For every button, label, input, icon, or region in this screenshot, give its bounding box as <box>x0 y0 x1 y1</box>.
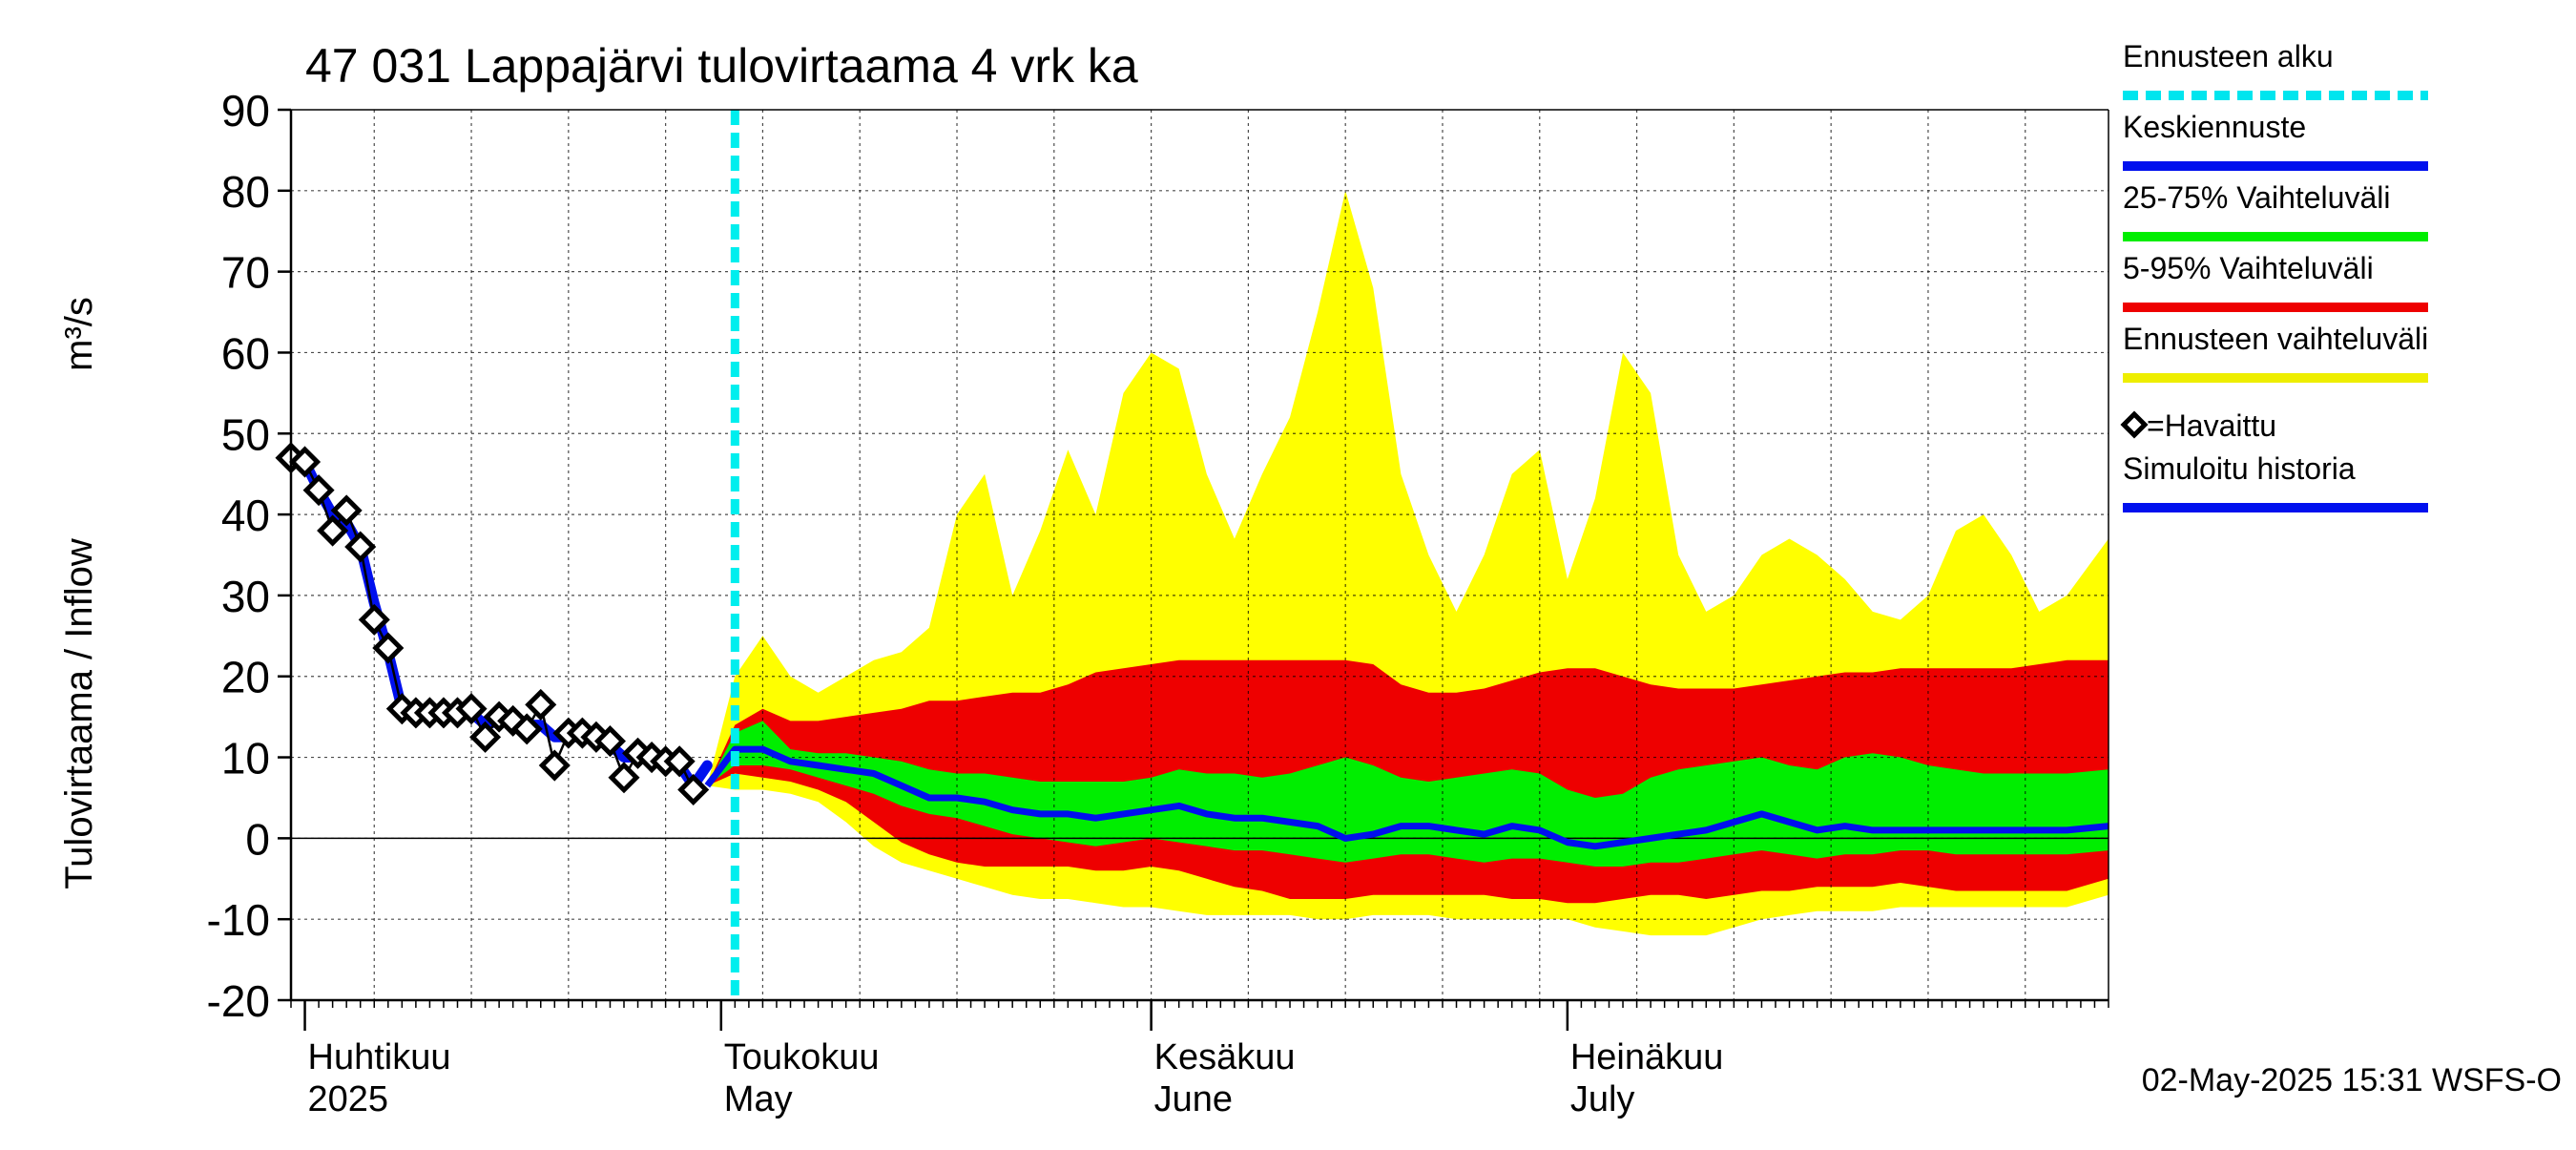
observed-point <box>344 531 377 563</box>
y-tick-label: 30 <box>221 572 270 621</box>
y-tick-label: 60 <box>221 328 270 378</box>
chart-title: 47 031 Lappajärvi tulovirtaama 4 vrk ka <box>305 39 1138 93</box>
legend: Ennusteen alku Keskiennuste 25-75% Vaihtel… <box>2120 39 2428 512</box>
legend-label: 5-95% Vaihteluväli <box>2123 251 2374 285</box>
legend-label: Ennusteen vaihteluväli <box>2123 322 2428 356</box>
legend-label: =Havaittu <box>2147 408 2276 443</box>
observed-point <box>510 713 543 745</box>
footer-timestamp: 02-May-2025 15:31 WSFS-O <box>2142 1062 2562 1098</box>
observed-point <box>358 603 390 636</box>
observed-point <box>455 693 488 725</box>
y-tick-label: 20 <box>221 653 270 702</box>
x-month-label-en: July <box>1570 1079 1635 1119</box>
forecast-bands <box>707 190 2109 936</box>
observed-point <box>663 745 696 778</box>
x-month-label-en: June <box>1154 1079 1233 1119</box>
observed-point <box>525 688 557 721</box>
y-tick-label: 0 <box>245 814 270 864</box>
observed-point <box>372 632 405 664</box>
x-month-label-en: May <box>724 1079 793 1119</box>
observed-markers <box>275 442 710 806</box>
y-tick-label: 80 <box>221 167 270 217</box>
legend-label: Keskiennuste <box>2123 110 2306 144</box>
y-axis-label: Tulovirtaama / Inflow <box>58 538 100 889</box>
y-tick-label: 90 <box>221 86 270 136</box>
observed-point <box>469 721 502 753</box>
observed-point <box>538 749 571 782</box>
observed-point <box>608 762 640 794</box>
grid <box>291 110 2109 1000</box>
median-forecast-line <box>704 745 2109 850</box>
observed-point <box>317 514 349 547</box>
legend-marker-observed <box>2120 410 2149 439</box>
y-axis-unit: m³/s <box>58 297 100 371</box>
observed-point <box>593 725 627 758</box>
x-month-label-fi: Heinäkuu <box>1570 1037 1724 1077</box>
x-month-label-fi: Huhtikuu <box>308 1037 451 1077</box>
x-month-label-fi: Toukokuu <box>724 1037 880 1077</box>
y-tick-label: 10 <box>221 734 270 784</box>
observed-point <box>302 474 335 507</box>
y-tick-label: 50 <box>221 409 270 459</box>
x-month-label-en: 2025 <box>308 1079 389 1119</box>
legend-label: Simuloitu historia <box>2123 451 2356 486</box>
observed-point <box>289 446 322 478</box>
observed-point <box>330 494 363 527</box>
x-month-label-fi: Kesäkuu <box>1154 1037 1296 1077</box>
y-tick-label: -10 <box>207 895 270 945</box>
y-tick-label: -20 <box>207 976 270 1026</box>
band-25-75 <box>707 721 2109 867</box>
legend-label: 25-75% Vaihteluväli <box>2123 180 2390 215</box>
y-tick-label: 70 <box>221 248 270 298</box>
y-tick-label: 40 <box>221 491 270 540</box>
y-axis-label-group: Tulovirtaama / Inflow m³/s <box>58 297 100 889</box>
observed-point <box>677 773 710 806</box>
legend-label: Ennusteen alku <box>2123 39 2334 73</box>
